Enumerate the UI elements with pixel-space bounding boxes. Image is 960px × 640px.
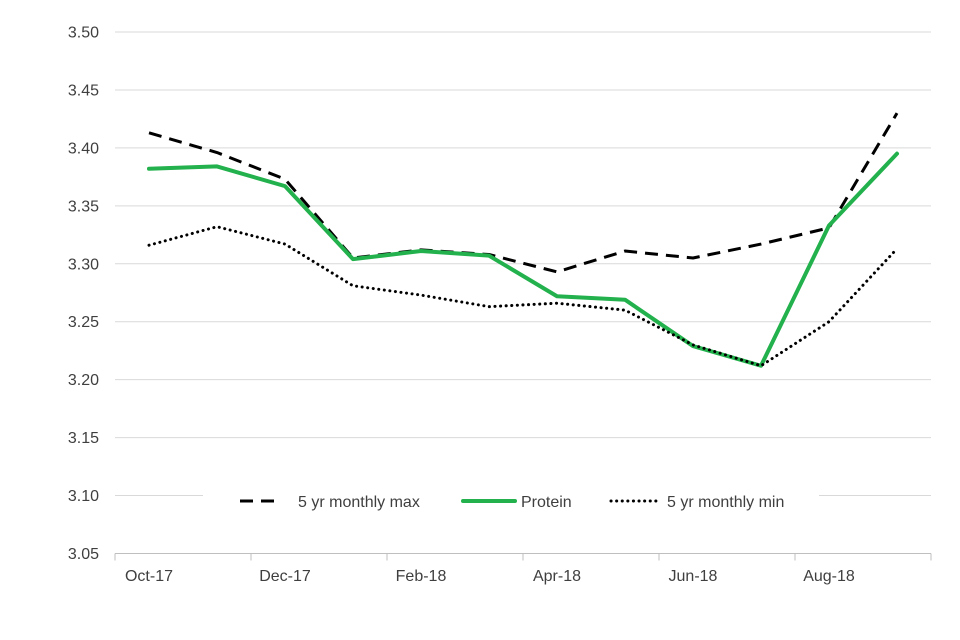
y-axis-tick-label: 3.20 (68, 372, 99, 389)
y-axis-tick-label: 3.50 (68, 25, 99, 42)
legend-item-protein: Protein (461, 494, 572, 511)
legend-label: 5 yr monthly max (298, 494, 420, 511)
series-5-yr-monthly-max (148, 112, 899, 274)
x-axis (114, 553, 932, 561)
y-axis-tick-label: 3.35 (68, 198, 99, 215)
y-axis-tick-label: 3.25 (68, 314, 99, 331)
series-protein (147, 151, 899, 368)
y-axis-tick-label: 3.15 (68, 430, 99, 447)
x-axis-tick-label: Feb-18 (396, 568, 447, 585)
gridlines (115, 31, 931, 554)
y-axis-tick-label: 3.40 (68, 140, 99, 157)
x-axis-tick-label: Apr-18 (533, 568, 581, 585)
y-axis-tick-label: 3.05 (68, 546, 99, 563)
series-line-solid (147, 151, 899, 368)
legend-label: 5 yr monthly min (667, 494, 784, 511)
x-axis-tick-label: Oct-17 (125, 568, 173, 585)
y-axis-tick-label: 3.30 (68, 256, 99, 273)
legend-item-5-yr-monthly-max: 5 yr monthly max (240, 494, 420, 511)
series-5-yr-monthly-min (147, 225, 899, 368)
x-axis-tick-label: Aug-18 (803, 568, 855, 585)
x-axis-tick-label: Dec-17 (259, 568, 311, 585)
x-axis-labels: Oct-17 Dec-17 Feb-18 Apr-18 Jun-18 Aug-18 (125, 568, 855, 585)
series-line-dashed (148, 112, 899, 274)
y-axis-labels: 3.05 3.10 3.15 3.20 3.25 3.30 3.35 3.40 3.45 3.50 (68, 25, 99, 564)
x-axis-tick-label: Jun-18 (669, 568, 718, 585)
chart-legend: 5 yr monthly max Protein 5 yr monthly min (203, 477, 819, 523)
legend-item-5-yr-monthly-min: 5 yr monthly min (609, 494, 784, 511)
y-axis-tick-label: 3.45 (68, 82, 99, 99)
legend-label: Protein (521, 494, 572, 511)
y-axis-tick-label: 3.10 (68, 488, 99, 505)
series-line-dotted (147, 225, 899, 368)
